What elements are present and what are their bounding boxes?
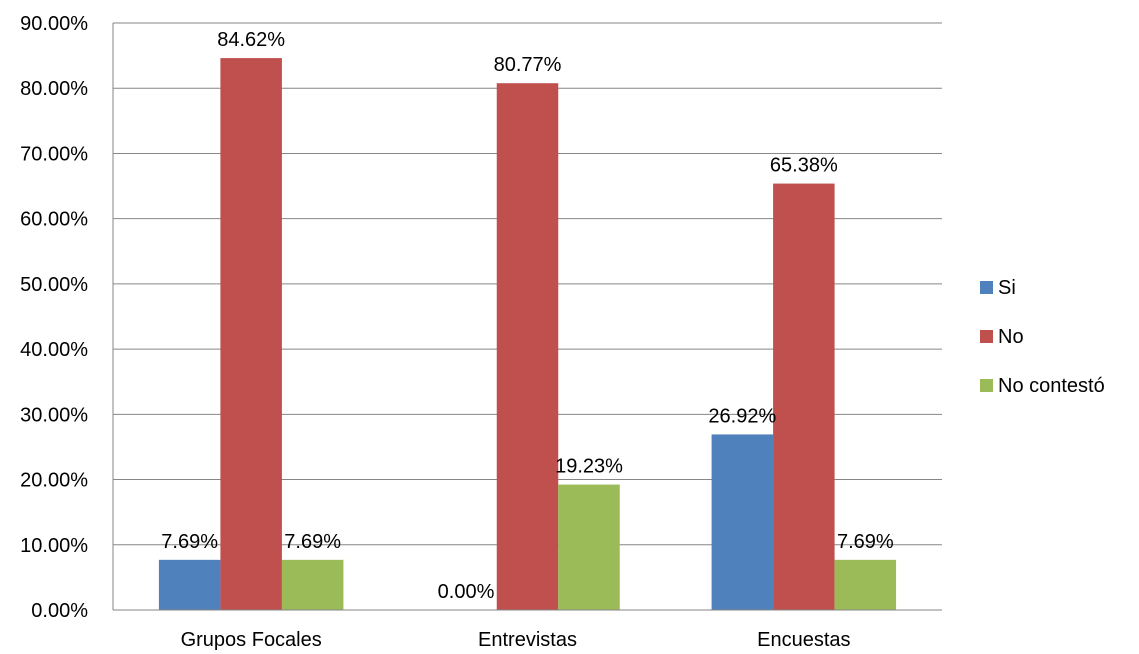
y-tick-label: 20.00% xyxy=(20,470,88,492)
bar xyxy=(282,560,344,610)
legend-label: No contestó xyxy=(998,375,1105,397)
data-label: 65.38% xyxy=(770,155,838,177)
y-tick-label: 60.00% xyxy=(20,209,88,231)
bars xyxy=(159,58,896,610)
data-label: 7.69% xyxy=(161,531,218,553)
x-axis-category-labels: Grupos Focales Entrevistas Encuestas xyxy=(181,629,851,651)
y-tick-label: 70.00% xyxy=(20,143,88,165)
y-axis-tick-labels: 0.00% 10.00% 20.00% 30.00% 40.00% 50.00% 60.00… xyxy=(20,13,88,622)
bar xyxy=(558,485,620,610)
data-label: 26.92% xyxy=(708,405,776,427)
legend-label: Si xyxy=(998,277,1016,299)
y-tick-label: 40.00% xyxy=(20,339,88,361)
legend: Si No No contestó xyxy=(980,277,1105,397)
data-label: 7.69% xyxy=(284,531,341,553)
legend-swatch xyxy=(980,379,993,392)
data-label: 84.62% xyxy=(217,29,285,51)
data-label: 80.77% xyxy=(494,54,562,76)
y-tick-label: 0.00% xyxy=(31,600,88,622)
legend-swatch xyxy=(980,330,993,343)
bar xyxy=(773,184,835,610)
y-tick-label: 30.00% xyxy=(20,404,88,426)
data-label: 19.23% xyxy=(555,456,623,478)
bar xyxy=(497,83,559,610)
data-label: 7.69% xyxy=(837,531,894,553)
x-category-label: Grupos Focales xyxy=(181,629,322,651)
y-tick-label: 50.00% xyxy=(20,274,88,296)
x-category-label: Encuestas xyxy=(757,629,850,651)
legend-swatch xyxy=(980,281,993,294)
y-tick-label: 10.00% xyxy=(20,535,88,557)
data-label: 0.00% xyxy=(438,581,495,603)
x-category-label: Entrevistas xyxy=(478,629,577,651)
bar xyxy=(159,560,221,610)
bar xyxy=(220,58,282,610)
y-tick-label: 80.00% xyxy=(20,78,88,100)
bar xyxy=(712,434,774,610)
bar xyxy=(835,560,897,610)
y-tick-label: 90.00% xyxy=(20,13,88,35)
legend-label: No xyxy=(998,326,1024,348)
